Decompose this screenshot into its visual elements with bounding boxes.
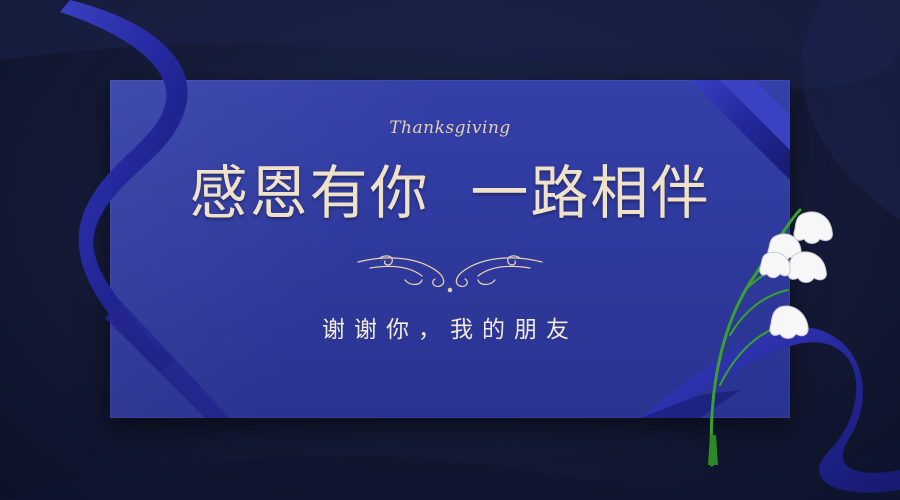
lily-of-the-valley-icon (708, 208, 833, 467)
flourish-divider-icon (357, 255, 543, 293)
subtitle: 谢谢你，我的朋友 (322, 317, 578, 343)
script-title: Thanksgiving (389, 118, 511, 138)
main-title: 感恩有你 一路相伴 (189, 159, 711, 227)
